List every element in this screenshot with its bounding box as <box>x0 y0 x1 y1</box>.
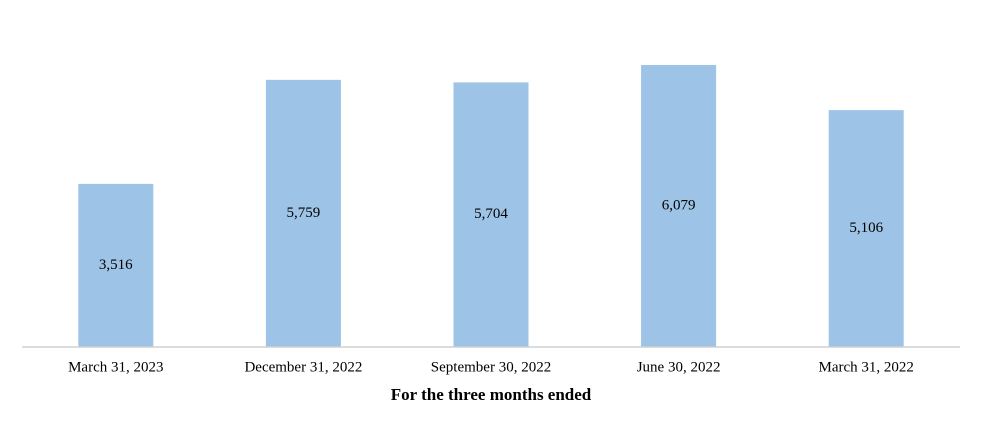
x-tick-label: December 31, 2022 <box>244 359 362 375</box>
x-tick-label: March 31, 2022 <box>818 359 913 375</box>
bar <box>265 79 341 347</box>
x-axis-label: For the three months ended <box>391 385 592 404</box>
value-label: 6,079 <box>662 197 696 213</box>
bar <box>78 183 154 347</box>
bar <box>828 110 904 347</box>
value-label: 5,759 <box>287 205 321 221</box>
x-tick-label: June 30, 2022 <box>637 359 721 375</box>
value-label: 5,704 <box>474 206 508 222</box>
bar <box>453 82 529 348</box>
value-label: 3,516 <box>99 257 133 273</box>
x-tick-label: September 30, 2022 <box>431 359 551 375</box>
x-tick-label: March 31, 2023 <box>68 359 163 375</box>
bar <box>641 65 717 347</box>
value-label: 5,106 <box>849 220 883 236</box>
